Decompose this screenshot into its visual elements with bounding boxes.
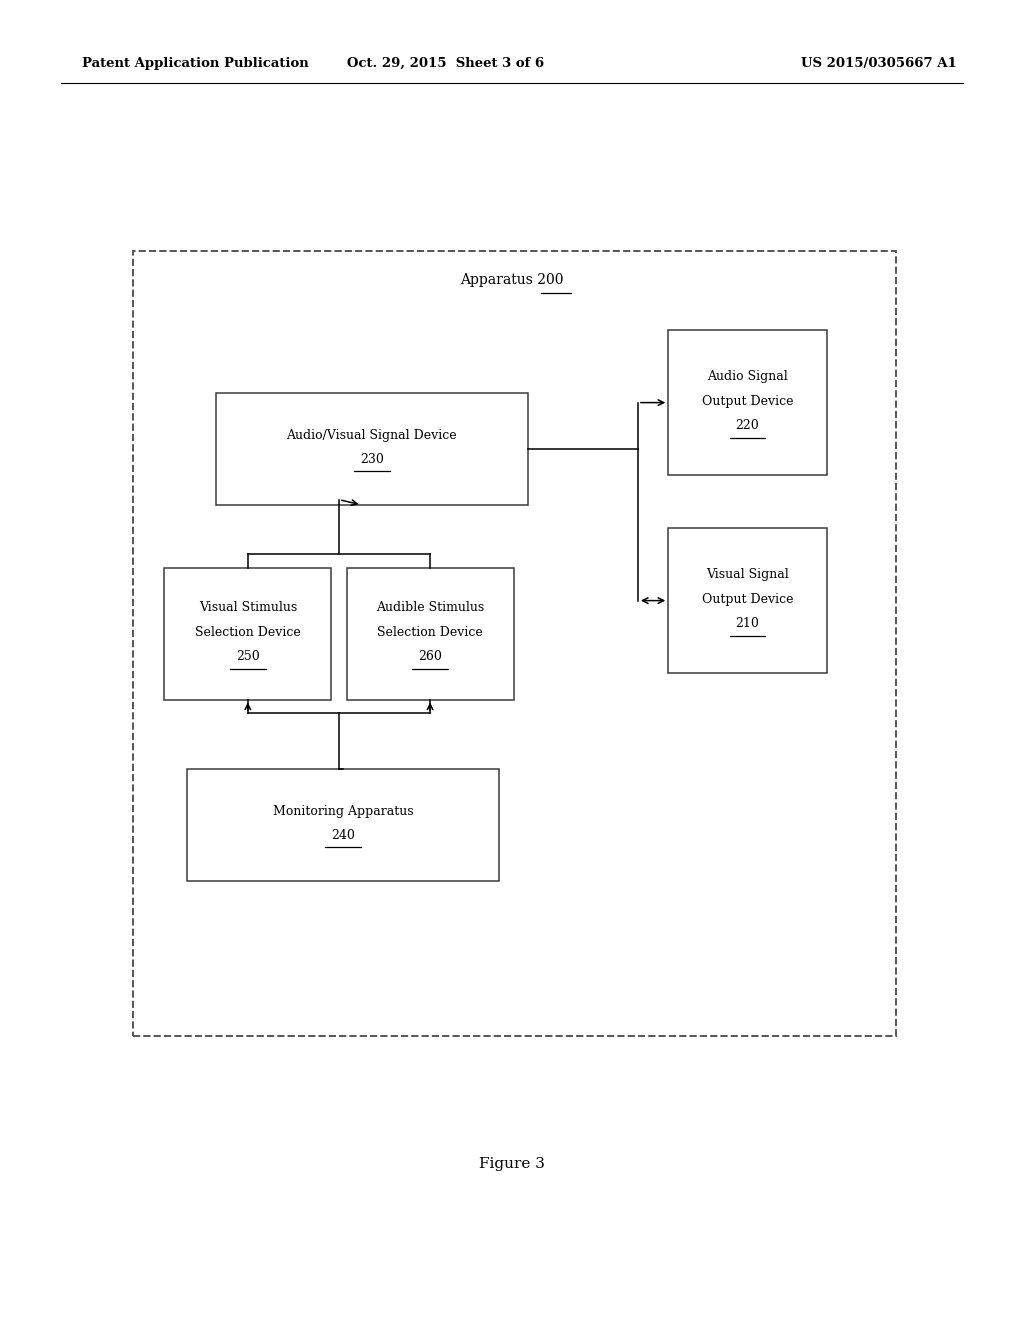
Text: US 2015/0305667 A1: US 2015/0305667 A1 <box>801 57 956 70</box>
Bar <box>215 393 528 504</box>
Text: Output Device: Output Device <box>701 594 794 606</box>
Text: Audio Signal: Audio Signal <box>708 371 787 383</box>
Text: 230: 230 <box>359 453 384 466</box>
Text: Oct. 29, 2015  Sheet 3 of 6: Oct. 29, 2015 Sheet 3 of 6 <box>347 57 544 70</box>
Text: Audible Stimulus: Audible Stimulus <box>376 602 484 614</box>
Text: Monitoring Apparatus: Monitoring Apparatus <box>272 805 414 818</box>
Text: Selection Device: Selection Device <box>195 627 301 639</box>
Bar <box>187 768 500 882</box>
Text: Patent Application Publication: Patent Application Publication <box>82 57 308 70</box>
Text: Apparatus 200: Apparatus 200 <box>460 273 564 286</box>
Bar <box>668 330 827 475</box>
Text: Visual Signal: Visual Signal <box>707 569 788 581</box>
Bar <box>346 568 513 700</box>
Text: Selection Device: Selection Device <box>377 627 483 639</box>
Text: Visual Stimulus: Visual Stimulus <box>199 602 297 614</box>
Text: Figure 3: Figure 3 <box>479 1158 545 1171</box>
Text: 240: 240 <box>331 829 355 842</box>
Bar <box>133 251 896 1036</box>
Text: 250: 250 <box>236 651 260 663</box>
Bar <box>164 568 332 700</box>
Bar <box>668 528 827 673</box>
Text: 210: 210 <box>735 618 760 630</box>
Text: Audio/Visual Signal Device: Audio/Visual Signal Device <box>287 429 457 442</box>
Text: Output Device: Output Device <box>701 396 794 408</box>
Text: 260: 260 <box>418 651 442 663</box>
Text: 220: 220 <box>735 420 760 432</box>
